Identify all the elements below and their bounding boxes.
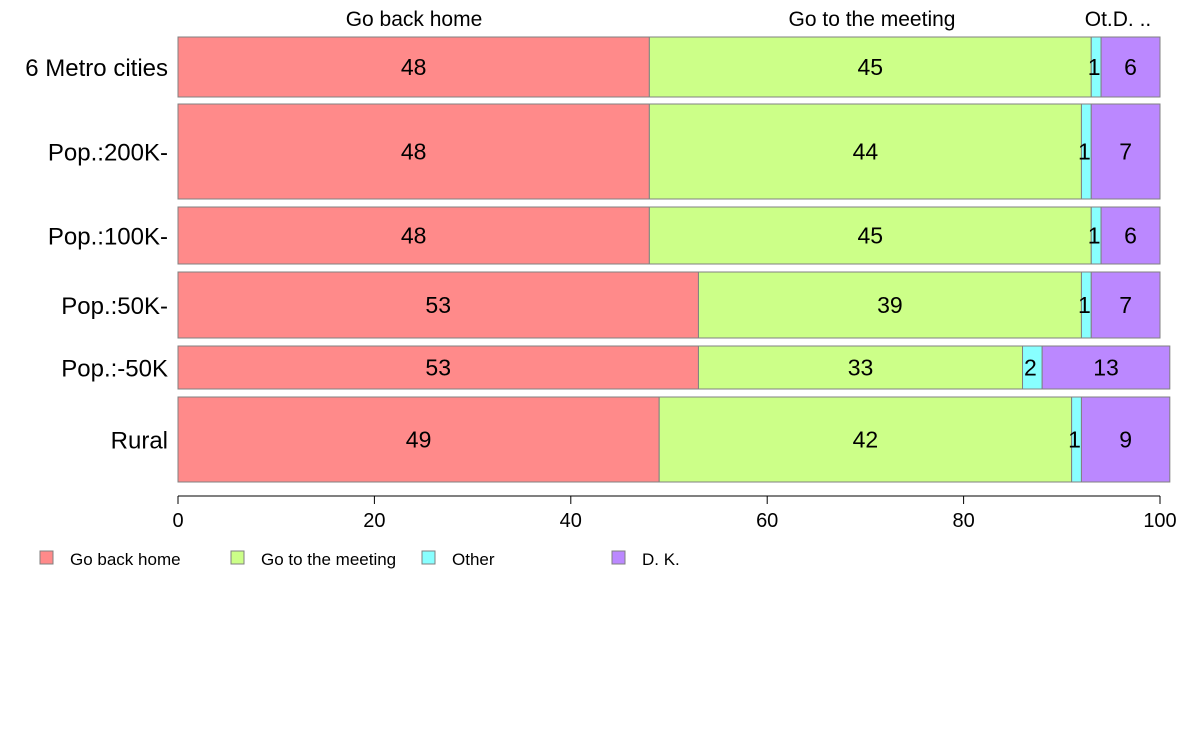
x-tick-label: 100 (1143, 510, 1176, 532)
bar-segment (697, 271, 1082, 339)
bar-segment (648, 206, 1092, 265)
bar-segment (658, 396, 1073, 483)
bar-value-label: 1 (1078, 139, 1091, 165)
bar-value-label: 44 (853, 139, 879, 165)
x-tick-label: 20 (363, 510, 385, 532)
bar-value-label: 7 (1119, 292, 1132, 318)
legend-label: Other (452, 550, 495, 569)
bar-value-label: 45 (858, 54, 884, 80)
bar-segment (1041, 345, 1171, 390)
legend-label: D. K. (642, 550, 680, 569)
category-label: Pop.:-50K (61, 356, 168, 383)
legend-swatch (421, 550, 436, 565)
bar-segment (1090, 271, 1161, 339)
bar-segment (1090, 103, 1161, 200)
bar-value-label: 1 (1078, 292, 1091, 318)
bar-value-label: 7 (1119, 139, 1132, 165)
x-tick-label: 60 (756, 510, 778, 532)
bar-segment (648, 103, 1082, 200)
bar-value-label: 48 (401, 223, 427, 249)
column-header-label: Go to the meeting (789, 8, 956, 31)
category-label: 6 Metro cities (25, 55, 168, 82)
column-header-label: Go back home (346, 8, 483, 31)
category-label: Pop.:200K- (48, 140, 168, 167)
bar-value-label: 6 (1124, 223, 1137, 249)
bar-value-label: 33 (848, 355, 874, 381)
bar-value-label: 45 (858, 223, 884, 249)
bar-value-label: 49 (406, 427, 432, 453)
category-label: Pop.:100K- (48, 224, 168, 251)
bar-segment (177, 103, 650, 200)
x-tick-label: 40 (560, 510, 582, 532)
x-tick-label: 0 (172, 510, 183, 532)
bar-value-label: 39 (877, 292, 903, 318)
legend-swatch (611, 550, 626, 565)
legend-label: Go back home (70, 550, 181, 569)
bar-segment (177, 271, 699, 339)
bar-value-label: 48 (401, 54, 427, 80)
bar-value-label: 13 (1093, 355, 1119, 381)
bar-value-label: 1 (1068, 427, 1081, 453)
category-label: Pop.:50K- (61, 293, 168, 320)
bar-value-label: 1 (1088, 54, 1101, 80)
bar-value-label: 42 (853, 427, 879, 453)
bar-segment (648, 36, 1092, 98)
bar-value-label: 1 (1088, 223, 1101, 249)
bar-value-label: 53 (425, 292, 451, 318)
bar-segment (177, 396, 660, 483)
bar-segment (1100, 206, 1161, 265)
bar-value-label: 53 (425, 355, 451, 381)
bar-segment (177, 36, 650, 98)
bar-segment (177, 345, 699, 390)
legend-label: Go to the meeting (261, 550, 396, 569)
category-label: Rural (111, 428, 168, 455)
bar-value-label: 6 (1124, 54, 1137, 80)
legend-swatch (39, 550, 54, 565)
bar-value-label: 9 (1119, 427, 1132, 453)
bar-segment (697, 345, 1024, 390)
column-header-label: Ot.D. .. (1085, 8, 1152, 31)
bar-segment (1080, 396, 1171, 483)
bar-segment (1100, 36, 1161, 98)
legend-swatch (230, 550, 245, 565)
bar-segment (177, 206, 650, 265)
bar-value-label: 2 (1024, 355, 1037, 381)
bar-value-label: 48 (401, 139, 427, 165)
x-tick-label: 80 (952, 510, 974, 532)
